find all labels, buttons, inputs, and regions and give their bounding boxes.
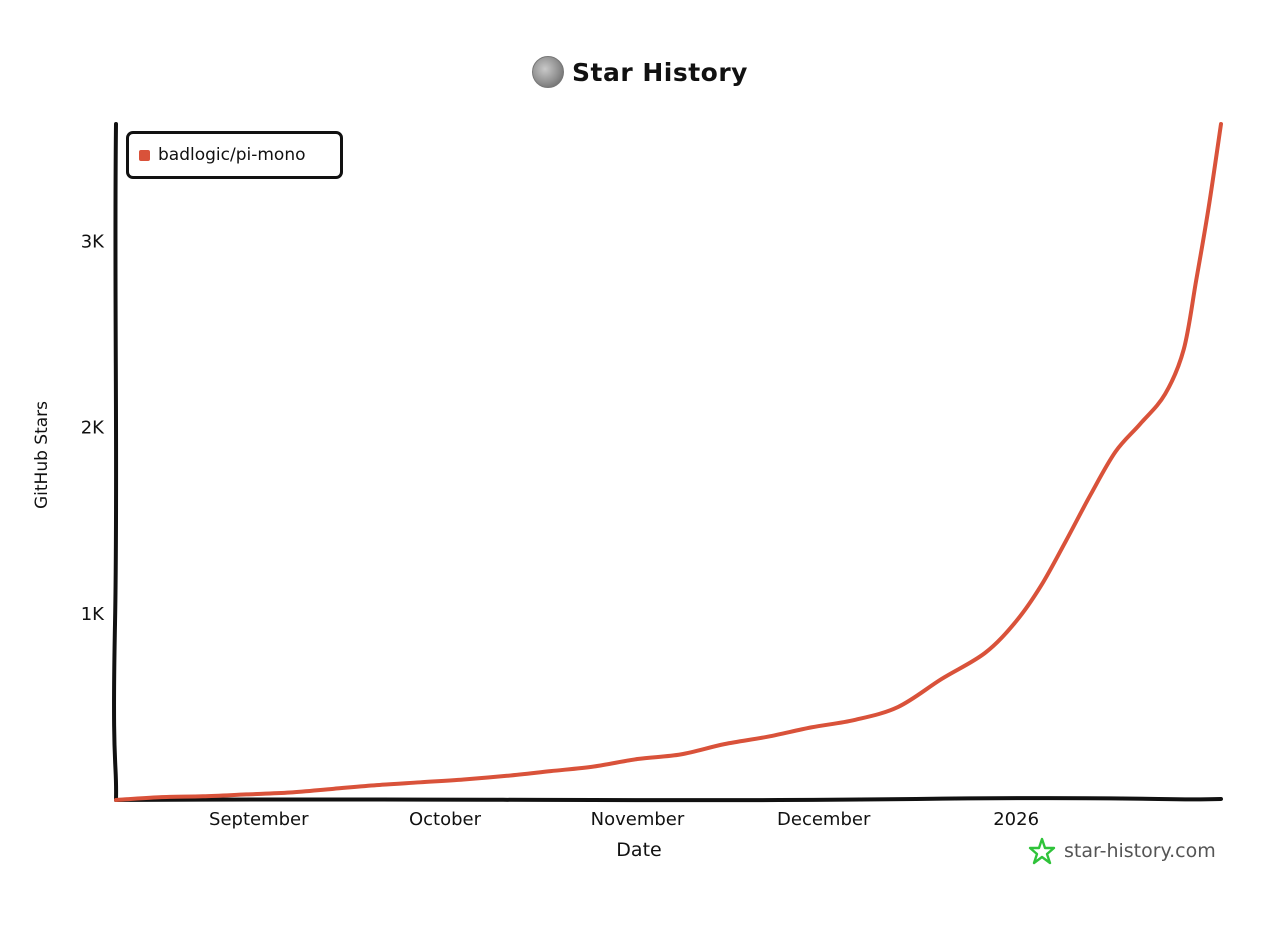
y-tick-label: 3K	[81, 231, 105, 252]
x-axis-label: Date	[616, 839, 662, 861]
x-tick-label: 2026	[993, 809, 1039, 830]
x-axis-ticks: September October November December 2026	[209, 809, 1039, 830]
legend-label: badlogic/pi-mono	[158, 145, 306, 165]
star-icon	[1028, 837, 1056, 865]
y-axis	[112, 122, 119, 802]
chart-header: Star History	[0, 54, 1280, 90]
x-tick-label: October	[409, 809, 482, 830]
legend-swatch	[139, 149, 150, 161]
x-tick-label: September	[209, 809, 309, 830]
x-axis	[114, 796, 1223, 803]
chart-title: Star History	[572, 57, 748, 87]
y-axis-ticks: 1K 2K 3K	[81, 231, 105, 624]
watermark[interactable]: star-history.com	[1028, 836, 1216, 866]
x-tick-label: November	[591, 809, 685, 830]
x-tick-label: December	[777, 809, 871, 830]
avatar	[532, 56, 564, 88]
y-tick-label: 1K	[81, 604, 105, 625]
series-line	[114, 122, 1223, 802]
y-tick-label: 2K	[81, 418, 105, 439]
legend: badlogic/pi-mono	[126, 131, 343, 179]
y-axis-label: GitHub Stars	[32, 400, 52, 510]
watermark-text: star-history.com	[1064, 840, 1216, 862]
